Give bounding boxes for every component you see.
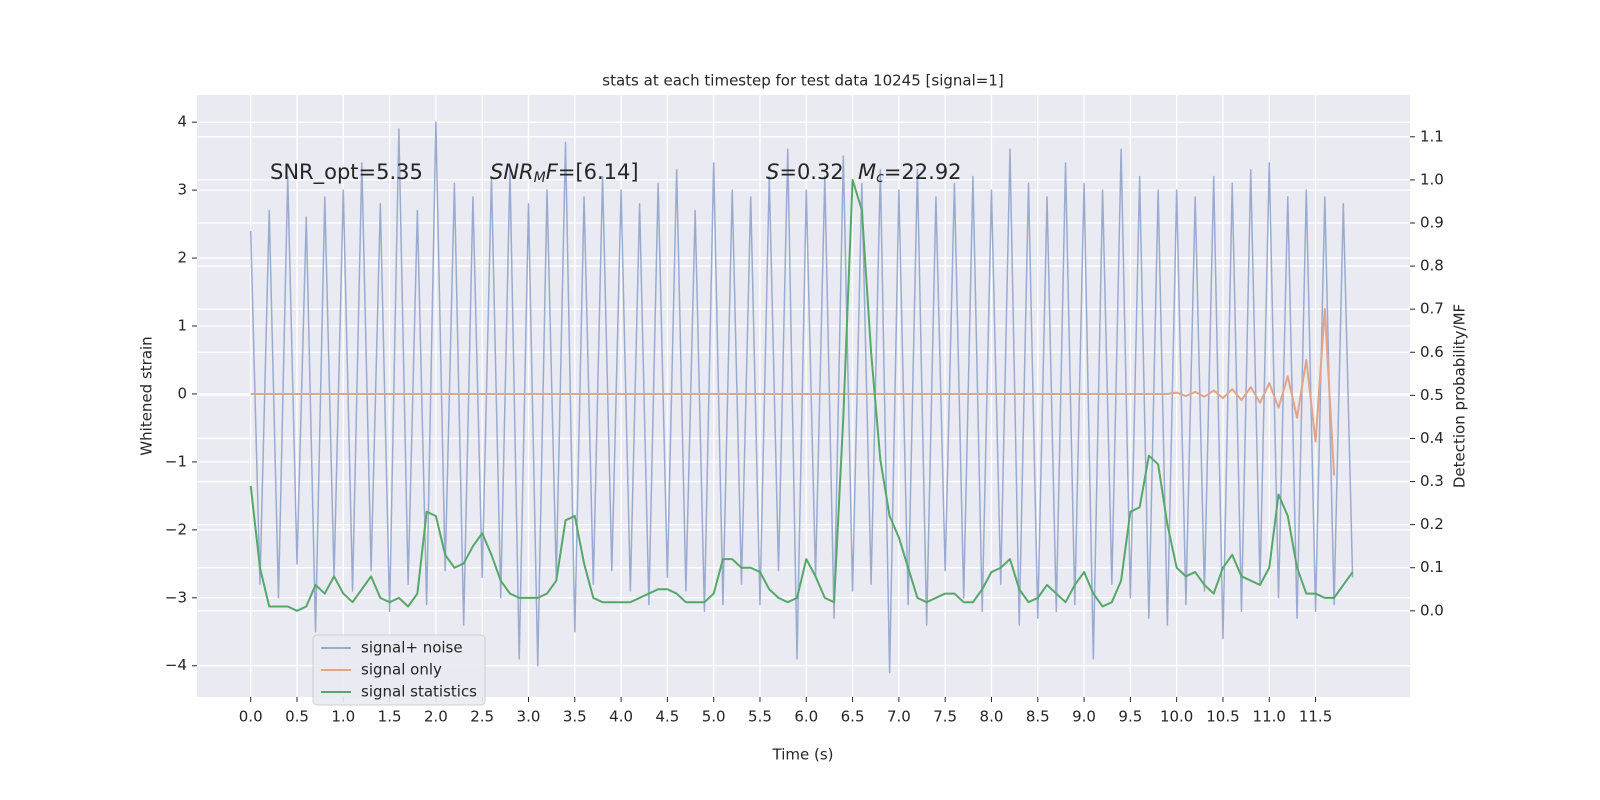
annotation-text: SNR <box>490 160 534 184</box>
annotation-subscript: M <box>534 170 546 186</box>
x-tick-label: 5.0 <box>702 708 726 726</box>
y-tick-label: 4 <box>177 113 187 131</box>
x-tick-label: 6.5 <box>841 708 865 726</box>
annotation-text: =22.92 <box>884 160 962 184</box>
x-tick-label: 8.0 <box>980 708 1004 726</box>
legend-label: signal only <box>361 661 442 679</box>
x-tick-label: 3.5 <box>563 708 587 726</box>
legend-label: signal+ noise <box>361 639 463 657</box>
legend-box <box>312 634 486 706</box>
x-tick-label: 4.0 <box>609 708 633 726</box>
y2-tick-label: 0.5 <box>1420 386 1444 404</box>
x-tick-label: 4.5 <box>655 708 679 726</box>
y2-tick-label: 0.0 <box>1420 601 1444 619</box>
annotation: S=0.32 <box>766 160 844 184</box>
y2-axis-label: Detection probability/MF <box>1451 304 1469 488</box>
y-tick-label: −1 <box>165 452 187 470</box>
x-tick-label: 3.0 <box>517 708 541 726</box>
series-line <box>249 121 1354 674</box>
x-tick-label: 0.0 <box>239 708 263 726</box>
y-tick-label: 1 <box>177 317 187 335</box>
x-tick-label: 7.0 <box>887 708 911 726</box>
x-tick-label: 10.5 <box>1206 708 1239 726</box>
series-line <box>249 178 1354 612</box>
chart-title: stats at each timestep for test data 102… <box>602 72 1003 90</box>
x-tick-label: 2.0 <box>424 708 448 726</box>
y-tick-label: 3 <box>177 181 187 199</box>
x-tick-label: 0.5 <box>285 708 309 726</box>
y-tick-label: 2 <box>177 249 187 267</box>
annotation-text: SNR_opt=5.35 <box>270 160 423 185</box>
y2-tick-label: 0.7 <box>1420 300 1444 318</box>
y-axis-label: Whitened strain <box>138 336 156 455</box>
x-axis-label: Time (s) <box>772 746 834 764</box>
y-tick-label: 0 <box>177 384 187 402</box>
x-tick-label: 8.5 <box>1026 708 1050 726</box>
annotation-subscript: c <box>876 170 884 186</box>
y2-tick-label: 0.2 <box>1420 515 1444 533</box>
x-tick-label: 1.0 <box>331 708 355 726</box>
y2-tick-label: 1.1 <box>1420 127 1444 145</box>
x-tick-label: 1.5 <box>378 708 402 726</box>
y2-tick-label: 0.1 <box>1420 558 1444 576</box>
y2-tick-label: 0.6 <box>1420 343 1444 361</box>
y-tick-label: −3 <box>165 588 187 606</box>
annotation-text: M <box>858 160 876 184</box>
x-tick-label: 9.5 <box>1118 708 1142 726</box>
x-tick-label: 2.5 <box>470 708 494 726</box>
y2-tick-label: 0.8 <box>1420 257 1444 275</box>
x-tick-label: 6.0 <box>794 708 818 726</box>
series-line <box>250 308 1336 476</box>
y2-tick-label: 1.0 <box>1420 170 1444 188</box>
x-tick-label: 10.0 <box>1160 708 1193 726</box>
annotation-text: F <box>546 160 559 184</box>
y-tick-label: −4 <box>165 656 187 674</box>
annotation: SNR_opt=5.35 <box>270 160 423 185</box>
labels: 0.0 0.5 1.0 1.5 2.0 2.5 3.0 3.5 4.0 4.5 5.0 5.5 6.0 6… <box>165 113 1444 726</box>
annotation-text: =[6.14] <box>558 160 639 184</box>
annotation-text: =0.32 <box>779 160 843 184</box>
annotation-text: S <box>766 160 779 184</box>
x-tick-label: 7.5 <box>933 708 957 726</box>
legend-label: signal statistics <box>361 683 477 701</box>
annotation: Mc=22.92 <box>858 160 962 186</box>
y2-tick-label: 0.4 <box>1420 429 1444 447</box>
x-tick-label: 11.5 <box>1299 708 1332 726</box>
x-tick-label: 5.5 <box>748 708 772 726</box>
legend: signal+ noise signal only signal statistic… <box>312 634 486 706</box>
annotation: SNRMF=[6.14] <box>490 160 639 186</box>
marks <box>249 121 1354 674</box>
y2-tick-label: 0.9 <box>1420 213 1444 231</box>
y-tick-label: −2 <box>165 520 187 538</box>
y2-tick-label: 0.3 <box>1420 472 1444 490</box>
x-tick-label: 9.0 <box>1072 708 1096 726</box>
x-tick-label: 11.0 <box>1253 708 1286 726</box>
